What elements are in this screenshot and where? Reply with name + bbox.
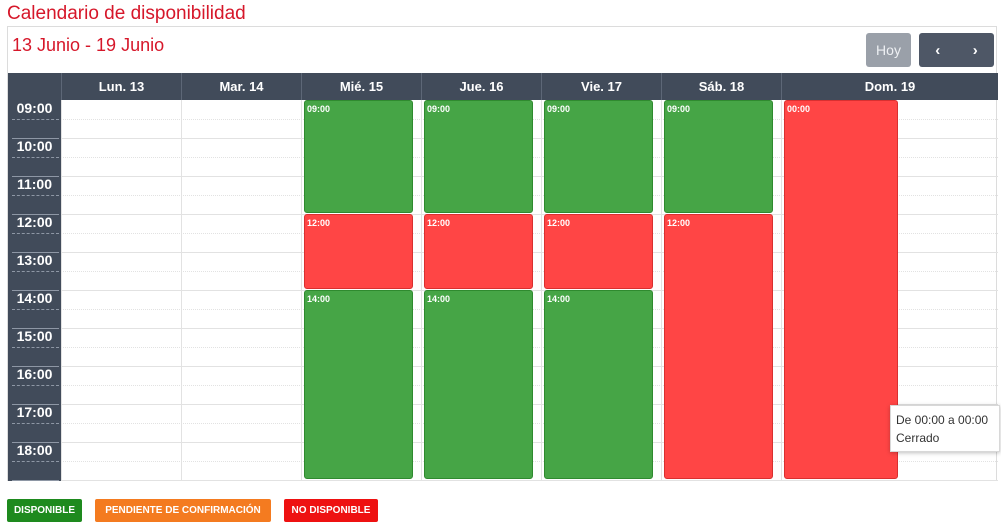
availability-calendar: 13 Junio - 19 Junio Hoy ‹ › Lun. 13 Mar. …	[7, 26, 998, 481]
day-header: Mar. 14	[181, 73, 301, 100]
available-slot[interactable]: 09:00	[544, 100, 653, 213]
grid-body: 09:00 12:00 14:00 09:00 12:00 14:00 09:00 12:00…	[61, 100, 998, 481]
time-label: 18:00	[8, 442, 61, 481]
unavailable-slot[interactable]: 12:00	[544, 214, 653, 289]
chevron-left-icon[interactable]: ‹	[935, 41, 941, 59]
tooltip-status: Cerrado	[896, 431, 940, 445]
available-slot[interactable]: 09:00	[664, 100, 773, 213]
time-label: 14:00	[8, 290, 61, 329]
time-label: 15:00	[8, 328, 61, 367]
page-title: Calendario de disponibilidad	[7, 3, 246, 24]
event-tooltip: De 00:00 a 00:00 Cerrado	[890, 405, 1000, 452]
day-header: Vie. 17	[541, 73, 661, 100]
time-label: 11:00	[8, 176, 61, 215]
unavailable-slot[interactable]: 12:00	[664, 214, 773, 479]
available-slot[interactable]: 09:00	[304, 100, 413, 213]
week-nav: ‹ ›	[919, 33, 994, 67]
time-label: 12:00	[8, 214, 61, 253]
available-slot[interactable]: 14:00	[304, 290, 413, 479]
time-column: 09:00 10:00 11:00 12:00 13:00 14:00 15:00 16:00…	[8, 100, 61, 481]
legend-item: NO DISPONIBLE	[284, 499, 378, 522]
available-slot[interactable]: 14:00	[544, 290, 653, 479]
legend-item: PENDIENTE DE CONFIRMACIÓN	[95, 499, 271, 522]
unavailable-slot[interactable]: 00:00	[784, 100, 898, 479]
time-label: 09:00	[8, 100, 61, 139]
unavailable-slot[interactable]: 12:00	[424, 214, 533, 289]
day-header: Dom. 19	[781, 73, 998, 100]
time-label: 10:00	[8, 138, 61, 177]
time-label: 16:00	[8, 366, 61, 405]
legend-item: DISPONIBLE	[7, 499, 82, 522]
day-header-row: Lun. 13 Mar. 14 Mié. 15 Jue. 16 Vie. 17 Sáb. …	[8, 73, 998, 100]
day-header: Mié. 15	[301, 73, 421, 100]
day-header: Lun. 13	[61, 73, 181, 100]
chevron-right-icon[interactable]: ›	[972, 41, 978, 59]
unavailable-slot[interactable]: 12:00	[304, 214, 413, 289]
available-slot[interactable]: 09:00	[424, 100, 533, 213]
tooltip-time: De 00:00 a 00:00	[896, 413, 989, 427]
today-button[interactable]: Hoy	[866, 33, 911, 67]
time-label: 13:00	[8, 252, 61, 291]
date-range: 13 Junio - 19 Junio	[12, 35, 165, 55]
day-header: Jue. 16	[421, 73, 541, 100]
day-header: Sáb. 18	[661, 73, 781, 100]
week-grid: Lun. 13 Mar. 14 Mié. 15 Jue. 16 Vie. 17 Sáb. …	[8, 73, 998, 481]
available-slot[interactable]: 14:00	[424, 290, 533, 479]
time-label: 17:00	[8, 404, 61, 443]
